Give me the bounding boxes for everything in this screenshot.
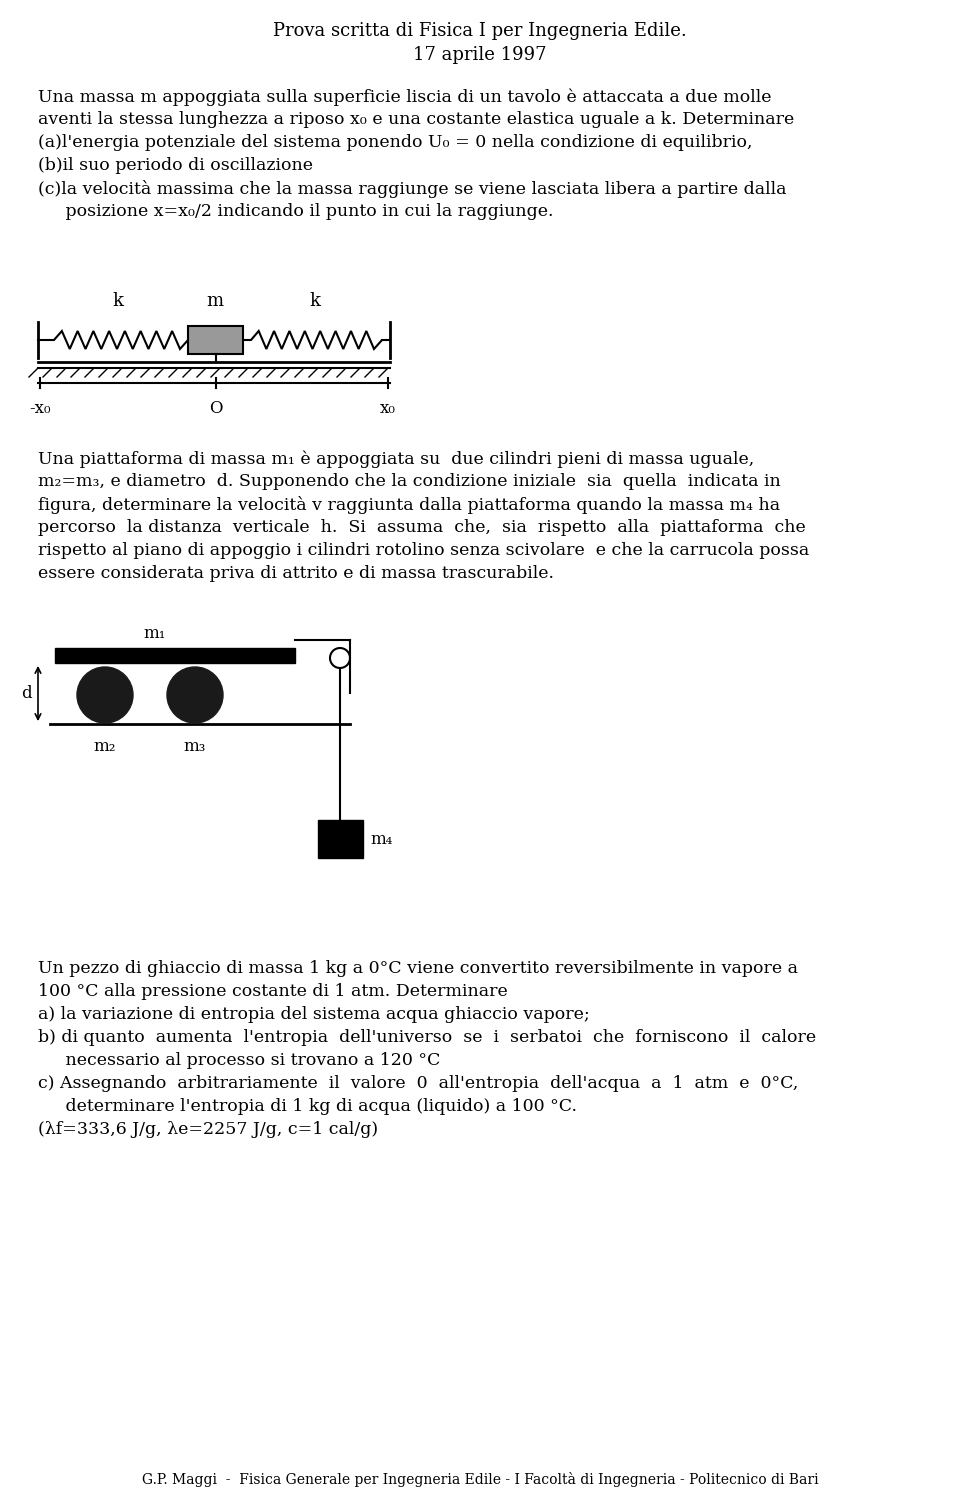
Text: a) la variazione di entropia del sistema acqua ghiaccio vapore;: a) la variazione di entropia del sistema… [38,1006,589,1023]
Text: Prova scritta di Fisica I per Ingegneria Edile.: Prova scritta di Fisica I per Ingegneria… [274,22,686,40]
Text: aventi la stessa lunghezza a riposo x₀ e una costante elastica uguale a k. Deter: aventi la stessa lunghezza a riposo x₀ e… [38,110,794,128]
Text: (a)l'energia potenziale del sistema ponendo U₀ = 0 nella condizione di equilibri: (a)l'energia potenziale del sistema pone… [38,134,753,151]
Text: (c)la velocità massima che la massa raggiunge se viene lasciata libera a partire: (c)la velocità massima che la massa ragg… [38,181,786,199]
Text: m₂=m₃, e diametro  d. Supponendo che la condizione iniziale  sia  quella  indica: m₂=m₃, e diametro d. Supponendo che la c… [38,473,780,490]
Bar [188,325,243,354]
Text: percorso  la distanza  verticale  h.  Si  assuma  che,  sia  rispetto  alla  pia: percorso la distanza verticale h. Si ass… [38,520,805,536]
Text: m₄: m₄ [371,830,393,848]
Text: m₂: m₂ [94,738,116,755]
Text: -x₀: -x₀ [29,400,51,417]
Text: k: k [112,293,124,311]
Text: Una piattaforma di massa m₁ è appoggiata su  due cilindri pieni di massa uguale,: Una piattaforma di massa m₁ è appoggiata… [38,449,755,467]
Bar [318,820,363,858]
Text: 100 °C alla pressione costante di 1 atm. Determinare: 100 °C alla pressione costante di 1 atm.… [38,982,508,1000]
Text: x₀: x₀ [380,400,396,417]
Text: k: k [309,293,321,311]
Text: d: d [21,685,32,702]
Text: determinare l'entropia di 1 kg di acqua (liquido) a 100 °C.: determinare l'entropia di 1 kg di acqua … [38,1097,577,1115]
Text: m₃: m₃ [183,738,206,755]
Text: c) Assegnando  arbitrariamente  il  valore  0  all'entropia  dell'acqua  a  1  a: c) Assegnando arbitrariamente il valore … [38,1075,799,1091]
Text: rispetto al piano di appoggio i cilindri rotolino senza scivolare  e che la carr: rispetto al piano di appoggio i cilindri… [38,542,809,558]
Text: necessario al processo si trovano a 120 °C: necessario al processo si trovano a 120 … [38,1053,441,1069]
Text: (b)il suo periodo di oscillazione: (b)il suo periodo di oscillazione [38,157,313,175]
Text: essere considerata priva di attrito e di massa trascurabile.: essere considerata priva di attrito e di… [38,564,554,582]
Text: O: O [208,400,223,417]
Text: (λf=333,6 J/g, λe=2257 J/g, c=1 cal/g): (λf=333,6 J/g, λe=2257 J/g, c=1 cal/g) [38,1121,378,1138]
Text: m₁: m₁ [144,626,166,642]
Text: m: m [206,293,224,311]
Text: Una massa m appoggiata sulla superficie liscia di un tavolo è attaccata a due mo: Una massa m appoggiata sulla superficie … [38,88,772,106]
Circle shape [77,667,133,723]
Text: Un pezzo di ghiaccio di massa 1 kg a 0°C viene convertito reversibilmente in vap: Un pezzo di ghiaccio di massa 1 kg a 0°C… [38,960,798,976]
Text: figura, determinare la velocità v raggiunta dalla piattaforma quando la massa m₄: figura, determinare la velocità v raggiu… [38,496,780,514]
Circle shape [167,667,223,723]
Text: posizione x=x₀/2 indicando il punto in cui la raggiunge.: posizione x=x₀/2 indicando il punto in c… [38,203,554,219]
Text: 17 aprile 1997: 17 aprile 1997 [413,46,547,64]
Bar [55,648,295,663]
Text: G.P. Maggi  -  Fisica Generale per Ingegneria Edile - I Facoltà di Ingegneria - : G.P. Maggi - Fisica Generale per Ingegne… [142,1472,818,1487]
Text: b) di quanto  aumenta  l'entropia  dell'universo  se  i  serbatoi  che  fornisco: b) di quanto aumenta l'entropia dell'uni… [38,1029,816,1047]
